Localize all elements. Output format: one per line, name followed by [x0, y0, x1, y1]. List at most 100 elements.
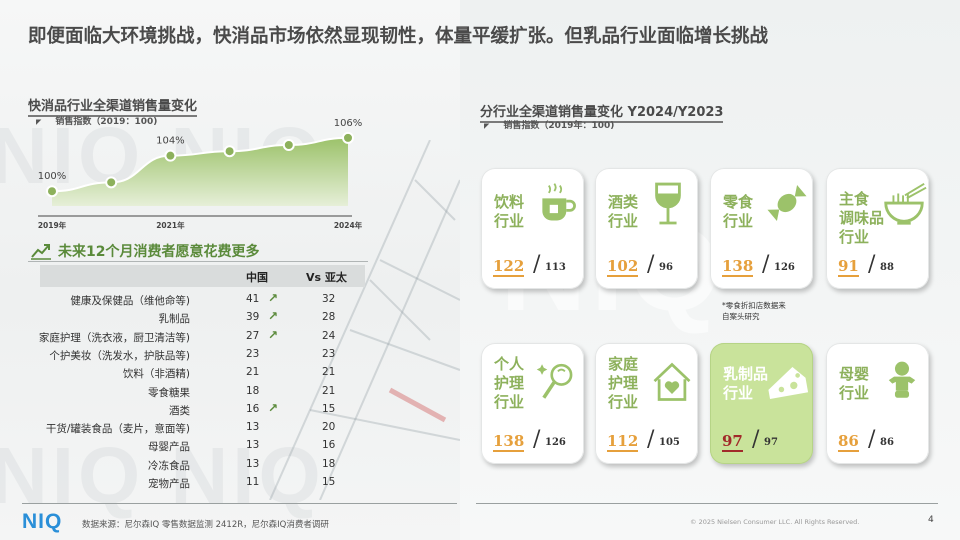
- col-china: 中国: [246, 271, 268, 284]
- right-section-subtitle-text: 销售指数（2019年：100): [503, 121, 615, 131]
- chart-data-label: 106%: [334, 118, 363, 129]
- asia-pacific-value: 21: [322, 384, 336, 397]
- card-values: 122 / 113: [493, 252, 583, 282]
- chart-data-label: 100%: [38, 171, 67, 182]
- col-asia-pacific: Vs 亚太: [306, 271, 347, 284]
- table-row: 个护美妆（洗发水，护肤品等) 23 23: [40, 346, 365, 364]
- category-label: 酒类: [169, 404, 190, 417]
- value-2023: 97: [764, 437, 778, 448]
- data-source: 数据来源：尼尔森IQ 零售数据监测 2412R，尼尔森IQ消费者调研: [82, 520, 329, 530]
- slash-separator: /: [533, 252, 541, 277]
- card-category-name: 家庭 护理 行业: [608, 355, 639, 411]
- card-category-name: 零食 行业: [723, 193, 754, 230]
- category-label: 零食糖果: [148, 386, 190, 399]
- asia-pacific-value: 20: [322, 421, 336, 434]
- page-number: 4: [928, 515, 934, 525]
- right-section-title: 分行业全渠道销售量变化 Y2024/Y2023: [480, 101, 724, 123]
- spend-title-divider: [28, 261, 368, 262]
- snack-footnote: *零食折扣店数据来 自案头研究: [722, 301, 786, 321]
- card-category-name: 酒类 行业: [608, 193, 639, 230]
- chart-point: [223, 145, 236, 158]
- asia-pacific-value: 15: [322, 402, 336, 415]
- up-arrow-icon: ↗: [268, 291, 279, 305]
- china-value: 41: [246, 293, 260, 305]
- left-chart-subtitle-text: 销售指数（2019：100): [55, 117, 158, 127]
- spend-title-text: 未来12个月消费者愿意花费更多: [58, 244, 260, 260]
- asia-pacific-value: 23: [322, 347, 336, 360]
- value-2024: 102: [607, 257, 639, 277]
- slash-separator: /: [752, 427, 760, 452]
- category-card: 主食 调味品 行业 91 / 88: [826, 168, 929, 289]
- value-2024: 97: [722, 432, 743, 452]
- value-2023: 105: [659, 437, 680, 448]
- china-value: 13: [246, 439, 260, 452]
- table-row: 饮料（非酒精) 21 21: [40, 364, 365, 382]
- category-card: 零食 行业 138 / 126: [710, 168, 813, 289]
- card-values: 86 / 86: [838, 427, 928, 457]
- card-values: 138 / 126: [493, 427, 583, 457]
- slash-separator: /: [868, 252, 876, 277]
- left-chart-title: 快消品行业全渠道销售量变化: [28, 95, 198, 117]
- asia-pacific-value: 24: [322, 329, 336, 342]
- category-card: 个人 护理 行业 138 / 126: [481, 343, 584, 464]
- copyright: © 2025 Nielsen Consumer LLC. All Rights …: [690, 518, 860, 526]
- baby-icon: [880, 359, 924, 407]
- hand-mirror-icon: [535, 359, 579, 407]
- card-category-name: 乳制品 行业: [723, 365, 769, 402]
- left-chart-subtitle: ◤ 销售指数（2019：100): [36, 114, 157, 127]
- card-values: 91 / 88: [838, 252, 928, 282]
- slash-separator: /: [647, 252, 655, 277]
- slash-separator: /: [868, 427, 876, 452]
- value-2023: 113: [545, 262, 566, 273]
- card-values: 138 / 126: [722, 252, 812, 282]
- china-value: 11: [246, 476, 260, 488]
- x-tick-label: 2024年: [334, 220, 363, 230]
- chart-point: [164, 149, 177, 162]
- category-card: 饮料 行业 122 / 113: [481, 168, 584, 289]
- chart-point: [105, 176, 118, 189]
- china-value: 13: [246, 421, 260, 434]
- asia-pacific-value: 21: [322, 366, 336, 379]
- noodle-bowl-icon: [880, 180, 928, 232]
- chart-point: [282, 139, 295, 151]
- left-chart-title-text: 快消品行业全渠道销售量变化: [28, 99, 198, 114]
- china-value: 23: [246, 347, 260, 360]
- asia-pacific-value: 32: [322, 293, 336, 305]
- chart-data-label: 104%: [156, 136, 185, 147]
- asia-pacific-value: 28: [322, 311, 336, 324]
- card-category-name: 饮料 行业: [494, 193, 525, 230]
- footer-divider-right: [476, 503, 938, 504]
- slash-separator: /: [762, 252, 770, 277]
- spend-title: 未来12个月消费者愿意花费更多: [58, 241, 259, 261]
- china-value: 21: [246, 366, 260, 379]
- slash-separator: /: [533, 427, 541, 452]
- table-row: 零食糖果 18 21: [40, 383, 365, 401]
- table-row: 母婴产品 13 16: [40, 437, 365, 455]
- value-2024: 138: [493, 432, 525, 452]
- asia-pacific-value: 16: [322, 439, 336, 452]
- card-values: 97 / 97: [722, 427, 812, 457]
- card-values: 102 / 96: [607, 252, 697, 282]
- value-2023: 126: [545, 437, 566, 448]
- card-category-name: 个人 护理 行业: [494, 355, 525, 411]
- value-2024: 86: [838, 432, 859, 452]
- spend-table-header: 中国 Vs 亚太: [40, 265, 365, 287]
- value-2023: 126: [774, 262, 795, 273]
- trend-up-icon: [31, 244, 51, 260]
- table-row: 冷冻食品 13 18: [40, 456, 365, 474]
- category-label: 个护美妆（洗发水，护肤品等): [49, 349, 190, 362]
- value-2023: 88: [880, 262, 894, 273]
- asia-pacific-value: 18: [322, 457, 336, 470]
- coffee-cup-icon: [535, 180, 581, 230]
- category-card: 家庭 护理 行业 112 / 105: [595, 343, 698, 464]
- value-2024: 122: [493, 257, 525, 277]
- title-underline: [28, 115, 198, 117]
- chart-series-line: [51, 136, 349, 193]
- table-row: 家庭护理（洗衣液，厨卫清洁等) 27 ↗ 24: [38, 328, 365, 346]
- category-label: 健康及保健品（维他命等): [70, 295, 190, 307]
- category-label: 宠物产品: [148, 478, 190, 490]
- category-label: 乳制品: [158, 313, 191, 326]
- category-label: 家庭护理（洗衣液，厨卫清洁等): [38, 331, 190, 344]
- table-row: 健康及保健品（维他命等) 41 ↗ 32: [40, 291, 365, 309]
- tower-background-graphic: [269, 140, 460, 500]
